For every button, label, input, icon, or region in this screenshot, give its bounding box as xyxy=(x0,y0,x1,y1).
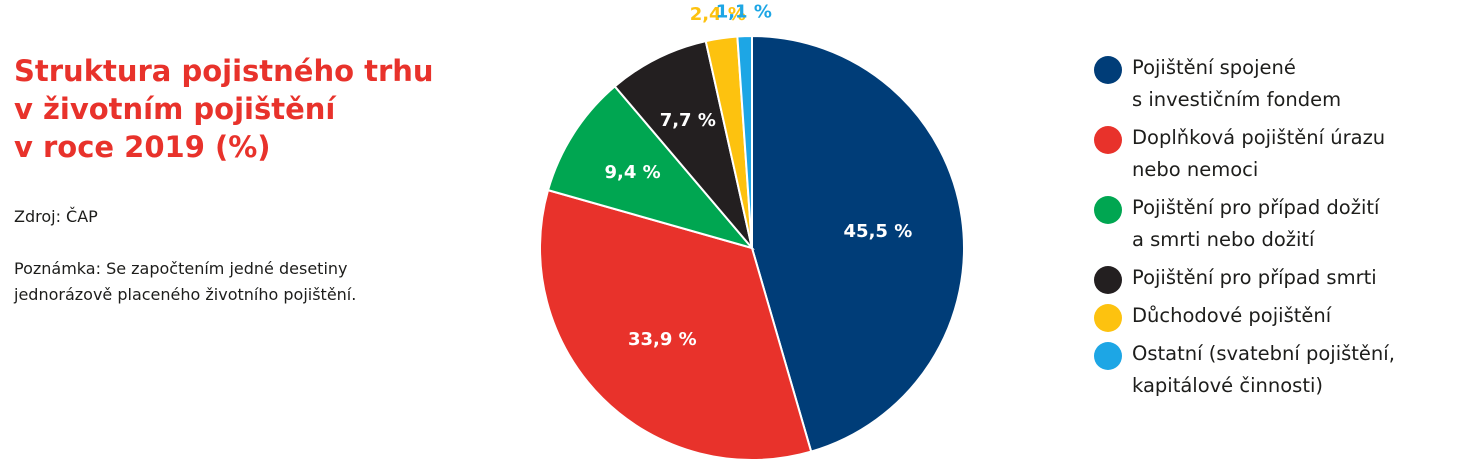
legend-label: Doplňková pojištění úrazu nebo nemoci xyxy=(1132,122,1474,186)
legend-item-pension: Důchodové pojištění xyxy=(1094,300,1474,332)
chart-title: Struktura pojistného trhu v životním poj… xyxy=(14,52,474,166)
legend-label-line: Ostatní (svatební pojištění, xyxy=(1132,342,1395,365)
legend-label-line: kapitálové činnosti) xyxy=(1132,374,1323,397)
legend-label-line: a smrti nebo dožití xyxy=(1132,228,1315,251)
legend-label-line: Pojištění pro případ dožití xyxy=(1132,196,1380,219)
legend-label-line: Pojištění pro případ smrti xyxy=(1132,266,1377,289)
legend-item-investment-fund: Pojištění spojené s investičním fondem xyxy=(1094,52,1474,116)
legend-swatch xyxy=(1094,304,1122,332)
pie-slice-investment-fund xyxy=(751,34,965,453)
pie-slice-injury-illness xyxy=(539,188,813,461)
legend-swatch xyxy=(1094,56,1122,84)
note-line-1: Poznámka: Se započtením jedné desetiny xyxy=(14,259,348,278)
legend-label-line: Pojištění spojené xyxy=(1132,56,1296,79)
legend-label: Ostatní (svatební pojištění, kapitálové … xyxy=(1132,338,1474,402)
legend-label: Pojištění pro případ smrti xyxy=(1132,262,1474,294)
title-line-2: v životním pojištění xyxy=(14,92,336,126)
legend-label-line: s investičním fondem xyxy=(1132,88,1342,111)
pie-slice-death xyxy=(613,39,753,249)
legend-label-line: Důchodové pojištění xyxy=(1132,304,1332,327)
legend-label-line: Doplňková pojištění úrazu xyxy=(1132,126,1386,149)
legend-label: Pojištění spojené s investičním fondem xyxy=(1132,52,1474,116)
note-line-2: jednorázově placeného životního pojištěn… xyxy=(14,285,357,304)
legend: Pojištění spojené s investičním fondem D… xyxy=(1094,52,1474,408)
pie-value-label-investment-fund: 45,5 % xyxy=(844,221,913,242)
legend-label: Pojištění pro případ dožití a smrti nebo… xyxy=(1132,192,1474,256)
legend-item-death: Pojištění pro případ smrti xyxy=(1094,262,1474,294)
legend-item-injury-illness: Doplňková pojištění úrazu nebo nemoci xyxy=(1094,122,1474,186)
pie-value-label-pension: 2,4 % xyxy=(690,4,746,25)
legend-swatch xyxy=(1094,266,1122,294)
pie-slice-other xyxy=(736,34,753,249)
legend-swatch xyxy=(1094,126,1122,154)
legend-label: Důchodové pojištění xyxy=(1132,300,1474,332)
pie-value-label-death: 7,7 % xyxy=(660,110,716,131)
title-line-1: Struktura pojistného trhu xyxy=(14,54,434,88)
legend-swatch xyxy=(1094,196,1122,224)
source-text: Zdroj: ČAP xyxy=(14,207,98,226)
legend-swatch xyxy=(1094,342,1122,370)
legend-item-other: Ostatní (svatební pojištění, kapitálové … xyxy=(1094,338,1474,402)
note-text: Poznámka: Se započtením jedné desetiny j… xyxy=(14,256,454,308)
title-line-3: v roce 2019 (%) xyxy=(14,130,271,164)
pie-value-label-endowment: 9,4 % xyxy=(604,162,660,183)
legend-item-endowment: Pojištění pro případ dožití a smrti nebo… xyxy=(1094,192,1474,256)
pie-value-label-injury-illness: 33,9 % xyxy=(628,329,697,350)
pie-slice-endowment xyxy=(546,84,755,250)
legend-label-line: nebo nemoci xyxy=(1132,158,1259,181)
pie-value-label-other: 1,1 % xyxy=(716,2,772,23)
